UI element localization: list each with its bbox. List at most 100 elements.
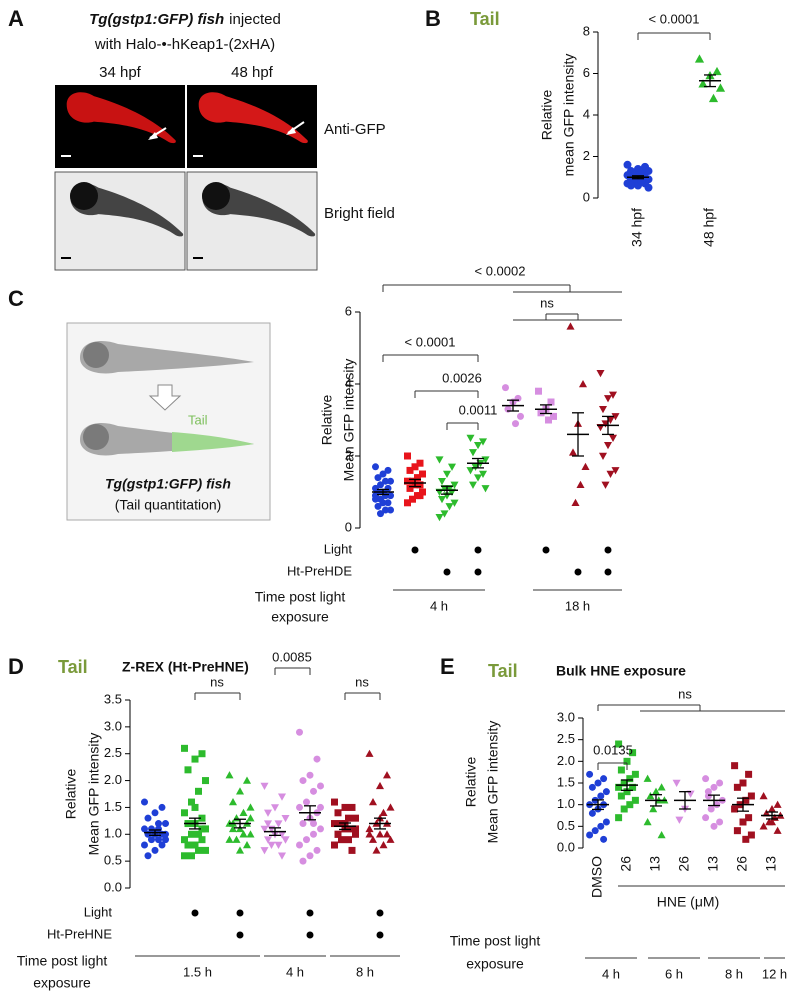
time-group-label: 8 h: [725, 966, 743, 981]
point: [181, 809, 188, 817]
time-group-label: 12 h: [762, 966, 787, 981]
point: [473, 474, 483, 482]
point: [277, 852, 287, 860]
schematic: Tail Tg(gstp1:GFP) fish (Tail quantitati…: [66, 322, 271, 521]
point: [404, 477, 411, 485]
point: [419, 470, 426, 478]
condition-dot: [191, 909, 199, 917]
point: [374, 474, 382, 482]
point: [478, 438, 488, 446]
point: [242, 776, 252, 784]
arrow-down: [148, 384, 182, 411]
point: [181, 836, 188, 844]
point: [155, 836, 162, 844]
y-tick-label: 0.5: [104, 853, 122, 868]
point: [141, 841, 148, 849]
point: [623, 788, 631, 796]
point: [615, 814, 623, 822]
condition-dot: [306, 909, 314, 917]
point: [352, 814, 359, 822]
point: [576, 480, 585, 489]
time-label: Time post light: [17, 953, 108, 969]
point: [345, 814, 352, 822]
point: [733, 827, 741, 835]
column-label: 34 hpf: [99, 64, 142, 81]
point: [141, 825, 148, 833]
tail-highlight: [172, 432, 254, 452]
point: [242, 841, 252, 849]
y-tick-label: 1.0: [557, 796, 575, 811]
point: [141, 798, 148, 806]
y-tick-label: 0: [583, 189, 590, 204]
point: [608, 391, 618, 399]
point: [502, 384, 509, 392]
point: [419, 488, 426, 496]
point: [535, 387, 542, 395]
point: [198, 814, 206, 822]
point: [386, 803, 395, 811]
point: [466, 467, 475, 475]
point: [263, 820, 273, 828]
point: [191, 841, 199, 849]
point: [384, 499, 392, 507]
point: [270, 804, 280, 812]
point: [317, 825, 324, 833]
point: [263, 809, 273, 817]
significance-label: < 0.0002: [475, 263, 526, 278]
point: [596, 369, 605, 378]
arrow-head: [148, 132, 158, 140]
point: [537, 409, 545, 417]
point: [331, 841, 338, 849]
point: [379, 470, 387, 478]
point: [733, 783, 741, 791]
point: [184, 841, 192, 849]
x-tick-label: DMSO: [589, 856, 605, 898]
significance-label: ns: [678, 686, 692, 701]
point: [352, 830, 359, 838]
panel-heading: Bulk HNE exposure: [556, 663, 686, 679]
point: [379, 499, 387, 507]
point: [368, 835, 378, 843]
tail-label: Tail: [188, 412, 208, 427]
point: [274, 841, 283, 850]
y-tick-label: 1.5: [104, 799, 122, 814]
y-tick-label: 1.5: [557, 774, 575, 789]
time-group-label: 4 h: [602, 966, 620, 981]
point: [591, 827, 599, 835]
point: [739, 779, 747, 787]
time-label: Time post light: [255, 589, 346, 605]
point: [191, 803, 199, 811]
point: [148, 825, 155, 833]
point: [611, 467, 620, 475]
point: [440, 510, 449, 518]
point: [387, 506, 394, 514]
point: [334, 830, 342, 838]
point: [162, 836, 169, 844]
point: [588, 783, 596, 791]
x-tick-label: 48 hpf: [701, 208, 717, 247]
point: [198, 836, 206, 844]
point: [566, 322, 575, 330]
point: [225, 771, 234, 779]
point: [239, 808, 248, 817]
point: [409, 477, 416, 485]
point: [627, 181, 635, 190]
y-tick-label: 8: [583, 23, 590, 38]
point: [694, 54, 705, 63]
point: [375, 781, 385, 790]
x-tick-label: 26: [676, 856, 692, 872]
x-tick-label: 13: [647, 856, 663, 872]
point: [372, 463, 379, 471]
condition-dot: [376, 931, 384, 939]
point: [232, 835, 241, 843]
point: [620, 779, 628, 787]
point: [303, 836, 310, 844]
condition-label: Light: [324, 541, 353, 556]
point: [414, 474, 421, 482]
point: [435, 513, 444, 522]
x-axis-label: HNE (μM): [657, 894, 720, 910]
point: [299, 777, 307, 785]
panel-title: Tail: [488, 661, 518, 681]
point: [597, 822, 605, 830]
point: [586, 831, 594, 839]
